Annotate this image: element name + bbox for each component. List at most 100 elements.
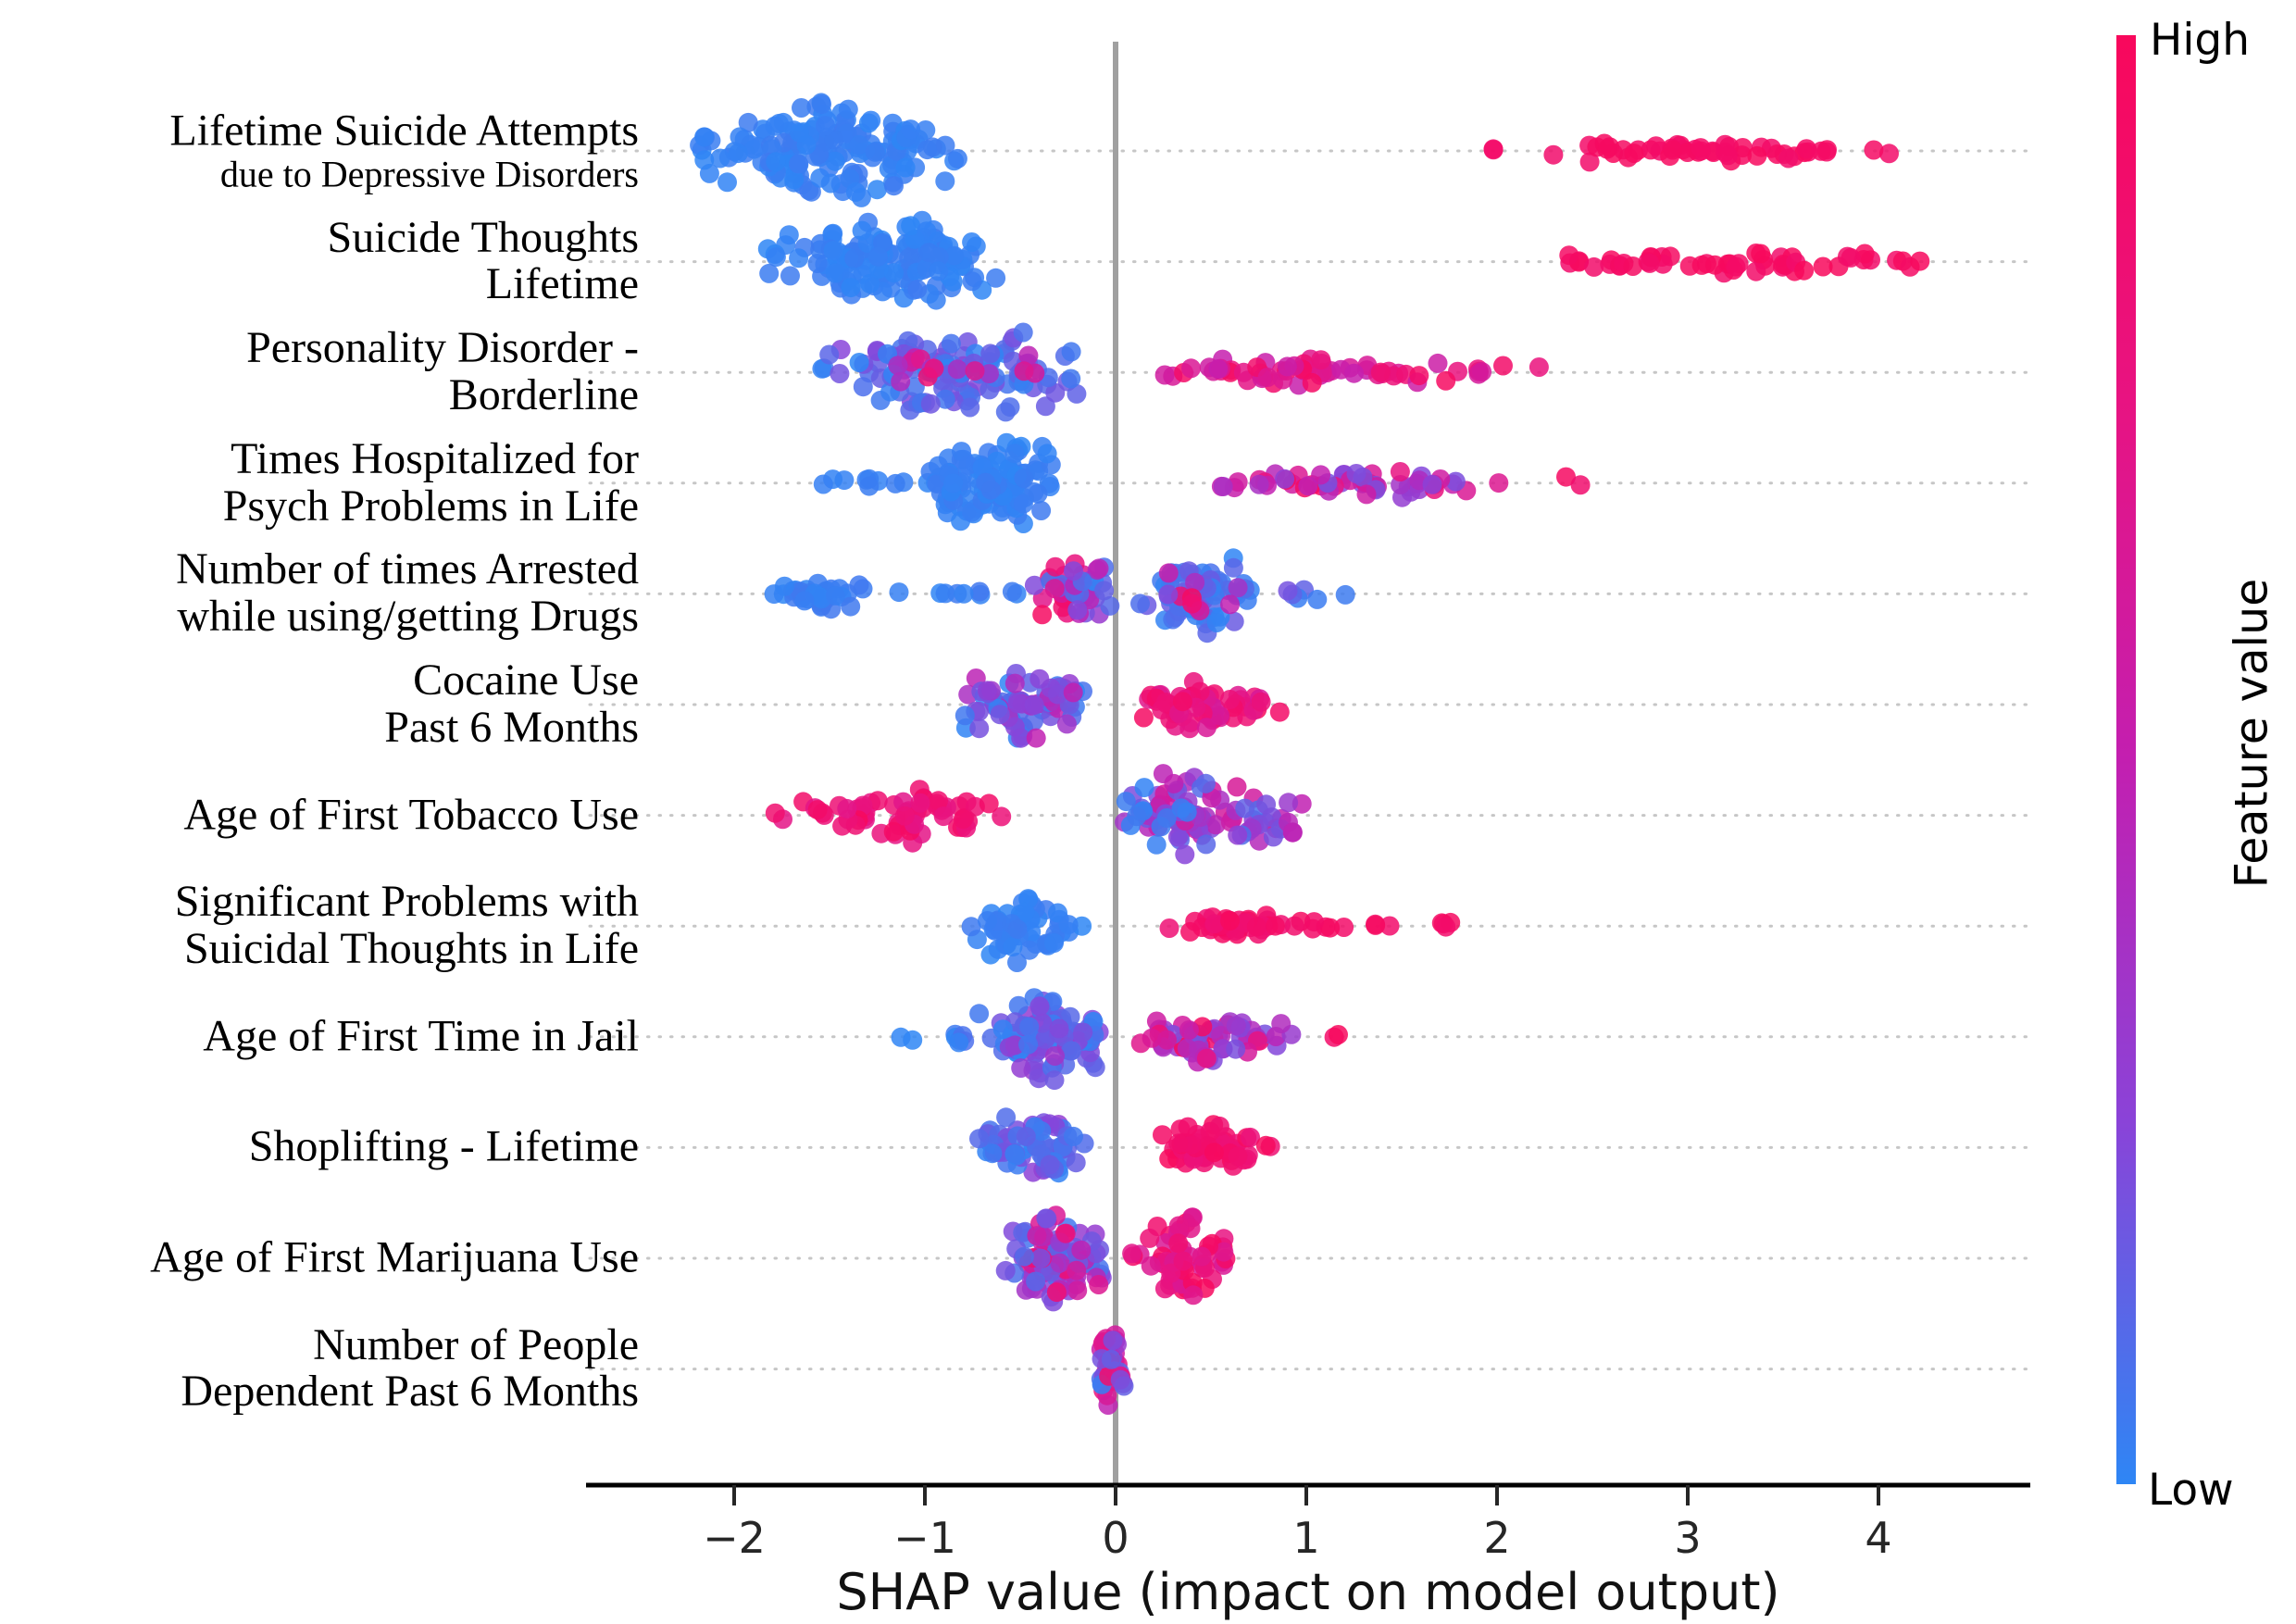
swarm-point [990,705,1010,725]
swarm-point [1173,1251,1193,1271]
swarm-point [961,917,981,937]
swarm-point [1715,134,1735,155]
swarm-point [774,576,794,596]
swarm-point [1044,933,1064,953]
swarm-point [845,181,866,202]
swarm-point [859,476,880,496]
swarm-point [1320,918,1341,938]
swarm-point [1031,501,1052,520]
swarm-point [1058,915,1079,935]
swarm-point [891,1027,911,1047]
swarm-point [888,356,908,376]
swarm-point [1056,714,1077,734]
swarm-point [744,139,764,159]
swarm-point [1004,1143,1025,1164]
swarm-point [825,585,845,606]
swarm-point [1255,1135,1276,1156]
swarm-point [766,152,786,172]
swarm-point [917,140,938,160]
swarm-point [894,806,915,826]
swarm-point [1018,1034,1039,1055]
swarm-point [1045,556,1066,577]
swarm-point [1103,1330,1123,1351]
x-tick-label: −2 [703,1513,766,1563]
swarm-point [943,473,964,493]
beeswarm-points-layer [690,93,1930,1415]
swarm-point [1089,1275,1109,1294]
swarm-point [969,1004,990,1024]
swarm-point [1584,256,1604,277]
swarm-point [1026,728,1046,748]
swarm-point [884,176,904,196]
swarm-point [1159,1149,1179,1168]
swarm-point [853,377,873,397]
swarm-point [941,333,961,354]
swarm-point [1192,1246,1212,1267]
swarm-point [1624,144,1644,164]
swarm-point [1223,557,1243,578]
feature-label-line: Times Hospitalized for [231,433,639,483]
swarm-point [1691,255,1712,275]
swarm-point [1134,778,1154,798]
swarm-point [901,216,921,236]
swarm-point [820,173,841,194]
swarm-point [960,397,980,418]
swarm-point [1366,915,1386,935]
swarm-point [969,581,990,602]
swarm-point [784,169,805,190]
swarm-point [979,793,999,814]
swarm-point [1026,1271,1046,1292]
feature-label: Age of First Time in Jail [203,1012,639,1060]
swarm-point [766,247,786,268]
swarm-point [1864,140,1884,160]
swarm-point [901,119,921,140]
swarm-point [1379,916,1400,936]
swarm-point [1279,793,1299,813]
feature-label: Shoplifting - Lifetime [249,1123,639,1171]
swarm-point [1227,777,1247,797]
swarm-point [789,154,808,174]
feature-label: Lifetime Suicide Attempts due to Depressi… [169,106,639,194]
swarm-point [1910,251,1930,271]
swarm-point [947,148,967,169]
swarm-point [1019,1017,1040,1037]
swarm-point [978,911,997,931]
swarm-point [825,263,845,283]
swarm-point [1241,1127,1260,1147]
swarm-point [1428,353,1448,373]
swarm-point [1167,827,1188,847]
feature-label: Number of People Dependent Past 6 Months [181,1321,639,1417]
swarm-point [996,1107,1017,1128]
feature-label-line: Suicide Thoughts [327,212,639,262]
swarm-point [1062,1041,1081,1061]
swarm-point [1073,1022,1093,1043]
swarm-point [1594,133,1615,154]
swarm-point [1158,584,1179,605]
feature-label-line: Borderline [448,370,639,420]
swarm-point [1013,322,1033,343]
feature-label-line: while using/getting Drugs [177,592,639,642]
swarm-point [1142,1028,1162,1048]
swarm-point [1014,468,1034,488]
swarm-point [1168,1233,1189,1254]
feature-label-line: Number of times Arrested [176,544,639,594]
swarm-point [1165,607,1185,628]
swarm-point [1205,815,1226,835]
swarm-point [1329,1025,1348,1044]
swarm-point [1235,798,1255,818]
swarm-point [1159,918,1179,938]
swarm-point [1181,358,1201,379]
feature-label-line: Suicidal Thoughts in Life [183,924,639,974]
swarm-point [1014,1246,1034,1267]
x-tick-label: 1 [1292,1513,1320,1563]
swarm-point [1278,581,1298,601]
swarm-point [844,248,865,269]
swarm-point [1061,369,1081,389]
swarm-point [1180,921,1200,942]
swarm-point [920,394,941,414]
swarm-point [1483,139,1504,159]
swarm-point [1275,468,1295,489]
swarm-point [884,263,904,283]
feature-label-line: Past 6 Months [384,703,639,752]
swarm-point [1044,579,1065,599]
